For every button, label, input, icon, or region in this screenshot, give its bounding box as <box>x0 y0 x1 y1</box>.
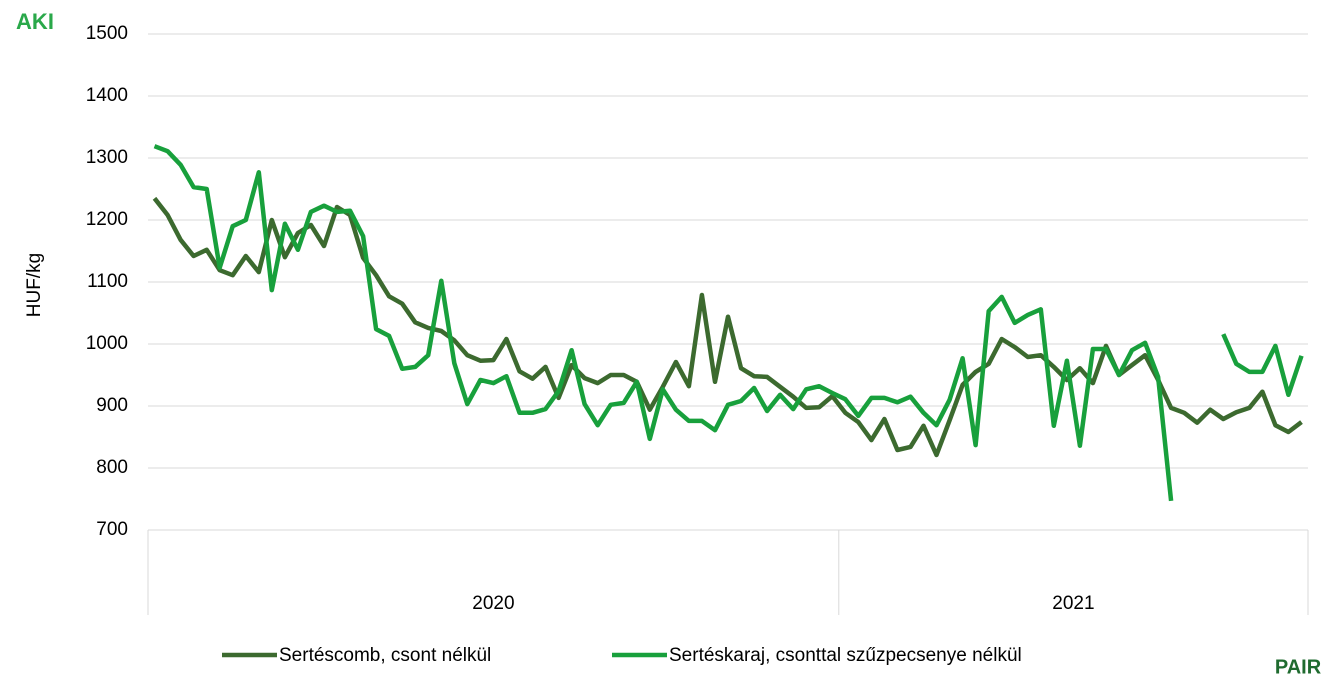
y-tick-label: 1200 <box>86 209 128 230</box>
y-tick-label: 1300 <box>86 147 128 168</box>
line-series <box>153 144 1304 502</box>
y-tick-label: 1100 <box>87 271 128 292</box>
y-tick-label: 1000 <box>86 333 128 354</box>
logo: PAIR <box>1275 656 1322 678</box>
logo: AKI <box>16 9 54 34</box>
y-tick-label: 1500 <box>86 23 128 44</box>
y-tick-label: 900 <box>96 395 128 416</box>
y-tick-label: 1400 <box>86 85 128 106</box>
y-tick-label: 800 <box>96 457 128 478</box>
y-tick-label: 700 <box>96 519 128 540</box>
x-group-label: 2021 <box>1052 593 1094 614</box>
legend-label: Sertéscomb, csont nélkül <box>279 645 491 666</box>
line-series <box>152 196 1303 458</box>
legend-label: Sertéskaraj, csonttal szűzpecsenye nélkü… <box>669 645 1022 666</box>
y-axis-label: HUF/kg <box>24 253 45 317</box>
x-group-label: 2020 <box>472 593 514 614</box>
